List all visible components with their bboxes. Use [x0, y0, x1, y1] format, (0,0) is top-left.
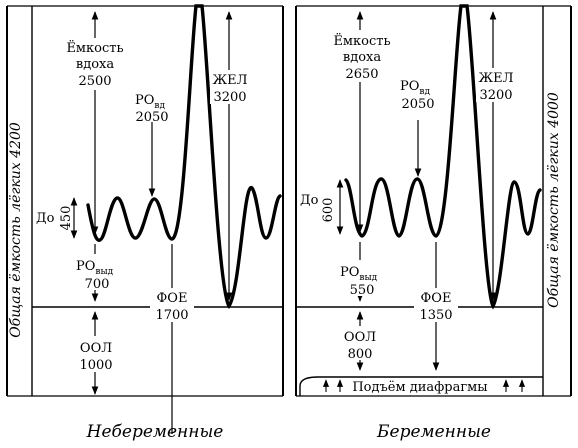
right-vc-label: ЖЕЛ — [479, 71, 514, 86]
right-tv-label: До — [300, 193, 319, 208]
left-irv-label: РОвд — [135, 93, 165, 111]
left-frc-label: ФОЕ — [157, 291, 188, 306]
diaphragm-label: Подъём диафрагмы — [352, 380, 487, 395]
right-total-lung-capacity-label: Общая ёмкость лёгких 4000 — [546, 92, 562, 308]
left-rv-label: ООЛ — [80, 341, 112, 356]
right-ic-value: 2650 — [345, 67, 378, 82]
right-ic-label-2: вдоха — [343, 50, 381, 65]
right-ic-label-1: Ёмкость — [333, 32, 390, 49]
left-tv-value: 450 — [59, 206, 74, 231]
right-diaphragm-line — [299, 376, 543, 396]
right-erv-value: 550 — [350, 283, 375, 298]
right-frc-label: ФОЕ — [421, 291, 452, 306]
left-erv-label: РОвыд — [76, 259, 114, 277]
panel-pregnant: Ёмкость вдоха 2650 РОвд 2050 ЖЕЛ 3200 До… — [295, 4, 572, 442]
left-ic-label-1: Ёмкость — [66, 39, 123, 56]
right-spirogram-trace — [344, 4, 542, 310]
diaphragm-rise-row: Подъём диафрагмы — [322, 379, 526, 395]
left-frc-value: 1700 — [155, 308, 188, 323]
right-frc-value: 1350 — [419, 308, 452, 323]
right-irv-value: 2050 — [401, 97, 434, 112]
left-ic-value: 2500 — [78, 74, 111, 89]
left-vc-label: ЖЕЛ — [213, 73, 248, 88]
right-irv-label: РОвд — [400, 79, 430, 97]
left-ic-label-2: вдоха — [76, 57, 114, 72]
left-spirogram-trace — [86, 4, 282, 310]
left-irv-value: 2050 — [135, 110, 168, 125]
right-rv-value: 800 — [348, 347, 373, 362]
left-caption: Небеременные — [86, 422, 224, 442]
left-tv-label: До — [36, 211, 55, 226]
right-erv-label: РОвыд — [340, 265, 378, 283]
right-caption: Беременные — [376, 422, 491, 442]
right-vc-value: 3200 — [479, 88, 512, 103]
left-vc-value: 3200 — [213, 90, 246, 105]
panel-non-pregnant: Ёмкость вдоха 2500 РОвд 2050 ЖЕЛ 3200 До… — [6, 4, 284, 442]
right-tv-value: 600 — [321, 198, 336, 223]
right-rv-label: ООЛ — [344, 330, 376, 345]
left-erv-value: 700 — [85, 277, 110, 292]
left-rv-value: 1000 — [79, 358, 112, 373]
left-total-lung-capacity-label: Общая ёмкость лёгких 4200 — [8, 122, 24, 338]
